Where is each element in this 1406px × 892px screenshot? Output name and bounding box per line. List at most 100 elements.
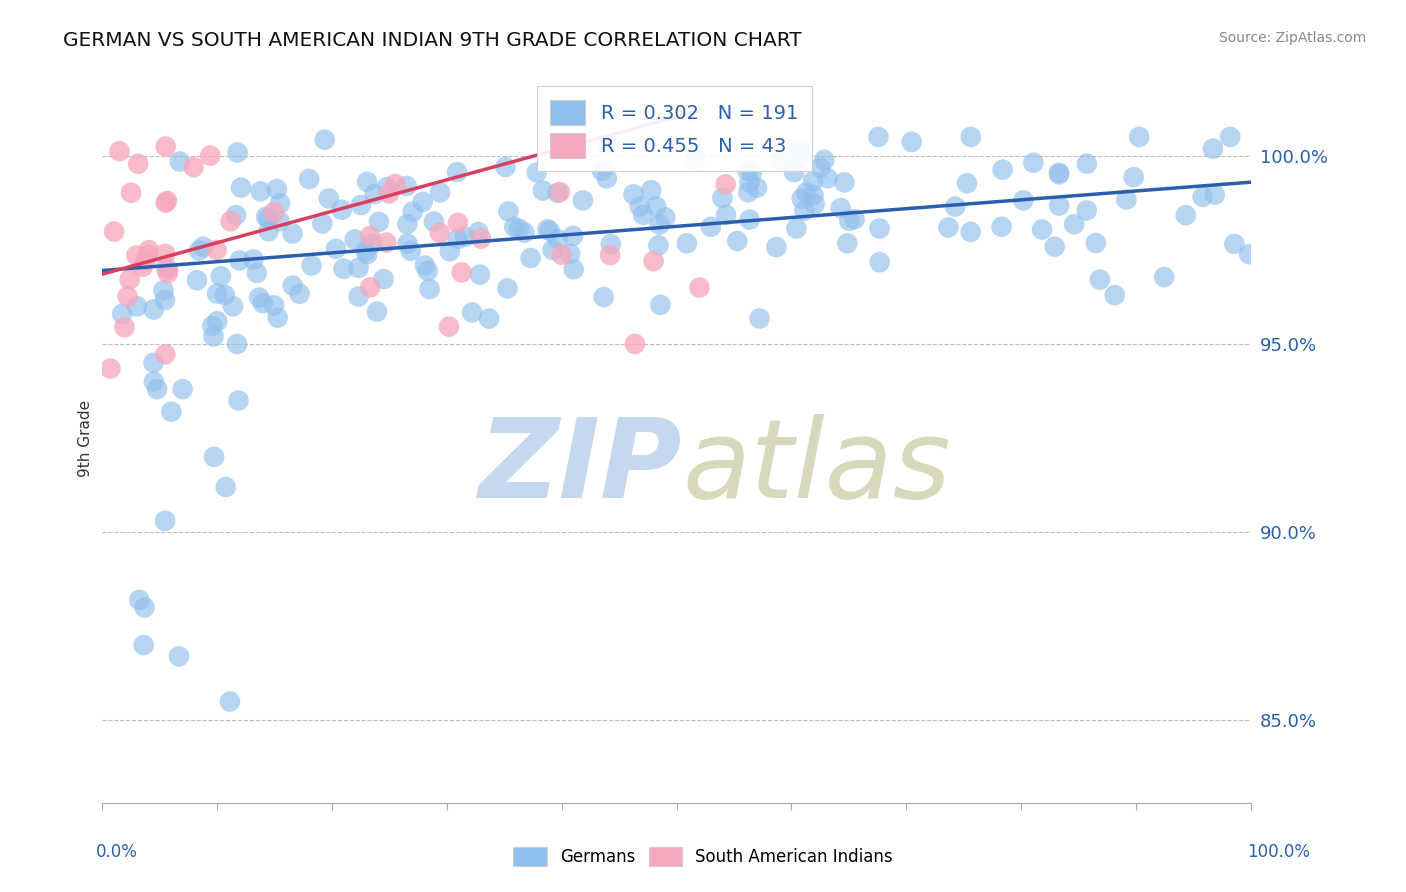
Point bbox=[467, 225, 489, 239]
Point bbox=[226, 337, 249, 351]
Text: ZIP: ZIP bbox=[479, 414, 682, 521]
Point bbox=[134, 600, 156, 615]
Point bbox=[837, 236, 859, 251]
Point bbox=[519, 251, 541, 265]
Point bbox=[770, 153, 793, 168]
Point bbox=[478, 311, 501, 326]
Point bbox=[437, 319, 460, 334]
Point bbox=[325, 242, 347, 256]
Point bbox=[959, 225, 981, 239]
Point bbox=[1031, 222, 1053, 236]
Point bbox=[748, 311, 770, 326]
Point bbox=[366, 304, 388, 318]
Point bbox=[356, 247, 378, 261]
Point bbox=[446, 165, 468, 179]
Point bbox=[737, 186, 759, 200]
Point bbox=[193, 240, 215, 254]
Point bbox=[399, 244, 422, 258]
Point bbox=[765, 240, 787, 254]
Point bbox=[356, 175, 378, 189]
Point bbox=[396, 236, 419, 251]
Point bbox=[461, 305, 484, 319]
Point bbox=[623, 187, 645, 202]
Point bbox=[538, 224, 561, 238]
Point bbox=[508, 221, 530, 235]
Point bbox=[413, 259, 436, 273]
Point bbox=[228, 253, 250, 268]
Point bbox=[330, 202, 353, 217]
Point bbox=[172, 382, 194, 396]
Point bbox=[599, 237, 621, 252]
Point bbox=[685, 153, 707, 167]
Point bbox=[347, 289, 370, 303]
Point bbox=[711, 191, 734, 205]
Point bbox=[454, 229, 477, 244]
Point bbox=[266, 182, 288, 196]
Point bbox=[132, 638, 155, 652]
Point bbox=[541, 243, 564, 257]
Point bbox=[959, 130, 981, 145]
Point bbox=[155, 195, 177, 210]
Point bbox=[281, 227, 304, 241]
Point bbox=[402, 204, 425, 219]
Point bbox=[117, 289, 139, 303]
Point bbox=[103, 225, 125, 239]
Point bbox=[252, 296, 274, 310]
Point bbox=[257, 211, 280, 226]
Point bbox=[153, 514, 176, 528]
Point bbox=[226, 145, 249, 160]
Point bbox=[536, 222, 558, 236]
Point bbox=[714, 178, 737, 192]
Point bbox=[416, 264, 439, 278]
Point bbox=[503, 220, 526, 235]
Point bbox=[138, 243, 160, 257]
Point bbox=[155, 260, 177, 275]
Point bbox=[153, 293, 176, 307]
Point bbox=[125, 248, 148, 262]
Point bbox=[225, 208, 247, 222]
Point bbox=[219, 694, 242, 708]
Point bbox=[169, 154, 191, 169]
Point bbox=[111, 307, 134, 321]
Point bbox=[596, 171, 619, 186]
Point bbox=[869, 255, 891, 269]
Point bbox=[222, 299, 245, 313]
Point bbox=[373, 272, 395, 286]
Point bbox=[1047, 166, 1070, 180]
Point bbox=[645, 199, 668, 213]
Point bbox=[131, 260, 153, 274]
Point bbox=[654, 211, 676, 225]
Text: 100.0%: 100.0% bbox=[1247, 843, 1310, 861]
Point bbox=[396, 217, 419, 231]
Point bbox=[332, 261, 354, 276]
Point bbox=[468, 268, 491, 282]
Point bbox=[648, 218, 671, 232]
Point bbox=[1239, 247, 1261, 261]
Point bbox=[263, 205, 285, 219]
Point bbox=[429, 226, 451, 240]
Point bbox=[395, 178, 418, 193]
Point bbox=[219, 214, 242, 228]
Point bbox=[266, 310, 288, 325]
Point bbox=[640, 183, 662, 197]
Point bbox=[1174, 208, 1197, 222]
Point bbox=[1084, 235, 1107, 250]
Point bbox=[592, 290, 614, 304]
Point bbox=[844, 212, 866, 227]
Point bbox=[247, 291, 270, 305]
Point bbox=[596, 137, 619, 152]
Point bbox=[186, 273, 208, 287]
Point bbox=[118, 272, 141, 286]
Point bbox=[900, 135, 922, 149]
Point bbox=[869, 221, 891, 235]
Point bbox=[108, 145, 131, 159]
Text: Source: ZipAtlas.com: Source: ZipAtlas.com bbox=[1219, 31, 1367, 45]
Point bbox=[142, 356, 165, 370]
Point bbox=[868, 130, 890, 145]
Point bbox=[242, 252, 264, 267]
Point bbox=[368, 215, 391, 229]
Point bbox=[127, 157, 149, 171]
Point bbox=[135, 254, 157, 268]
Point bbox=[188, 244, 211, 258]
Point bbox=[1063, 217, 1085, 231]
